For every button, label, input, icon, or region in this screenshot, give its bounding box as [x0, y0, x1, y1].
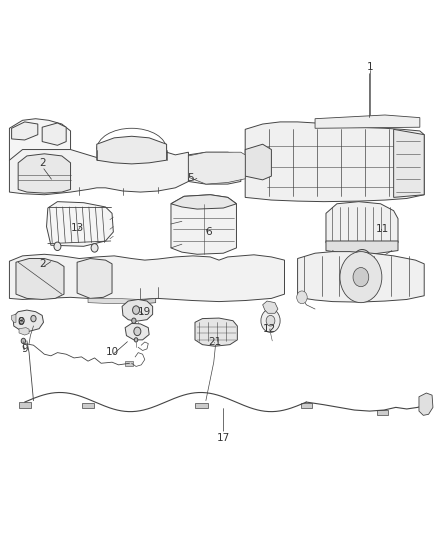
- Polygon shape: [263, 301, 278, 313]
- Circle shape: [134, 338, 138, 342]
- Polygon shape: [16, 259, 64, 300]
- Polygon shape: [188, 152, 245, 184]
- Polygon shape: [326, 241, 398, 255]
- Bar: [301, 403, 312, 408]
- Polygon shape: [245, 122, 424, 201]
- Circle shape: [132, 318, 136, 324]
- Polygon shape: [10, 254, 285, 302]
- Polygon shape: [297, 252, 424, 302]
- Text: 8: 8: [17, 317, 24, 327]
- Circle shape: [19, 318, 24, 324]
- Text: 2: 2: [39, 259, 46, 269]
- Bar: [18, 401, 31, 408]
- Circle shape: [266, 316, 275, 326]
- Circle shape: [261, 309, 280, 333]
- Polygon shape: [188, 152, 241, 184]
- Polygon shape: [10, 147, 188, 195]
- Polygon shape: [77, 259, 112, 298]
- Text: 5: 5: [187, 173, 194, 183]
- Text: 6: 6: [205, 227, 212, 237]
- Circle shape: [297, 291, 307, 304]
- Polygon shape: [199, 155, 215, 169]
- Polygon shape: [12, 314, 16, 322]
- Polygon shape: [145, 298, 155, 304]
- Circle shape: [353, 249, 372, 273]
- Polygon shape: [10, 119, 71, 165]
- Circle shape: [133, 306, 140, 314]
- Bar: [195, 403, 208, 408]
- Text: 21: 21: [208, 337, 221, 347]
- Circle shape: [21, 338, 25, 344]
- Circle shape: [134, 327, 141, 336]
- Circle shape: [358, 256, 367, 266]
- Text: 2: 2: [39, 158, 46, 168]
- Circle shape: [54, 242, 61, 251]
- Text: 10: 10: [106, 346, 119, 357]
- Bar: [82, 403, 94, 408]
- Text: 17: 17: [217, 433, 230, 443]
- Polygon shape: [19, 328, 29, 335]
- Polygon shape: [171, 195, 237, 254]
- Polygon shape: [125, 324, 149, 340]
- Text: 11: 11: [376, 224, 389, 235]
- Polygon shape: [419, 393, 433, 415]
- Polygon shape: [46, 201, 113, 246]
- Text: 19: 19: [138, 306, 152, 317]
- Bar: [377, 410, 388, 415]
- Text: 12: 12: [263, 324, 276, 334]
- Bar: [14, 128, 25, 138]
- Circle shape: [353, 268, 369, 287]
- Polygon shape: [122, 300, 152, 321]
- Bar: [125, 361, 133, 367]
- Text: 1: 1: [366, 62, 373, 72]
- Polygon shape: [18, 154, 71, 193]
- Polygon shape: [88, 298, 141, 304]
- Polygon shape: [245, 144, 272, 180]
- Polygon shape: [394, 130, 424, 197]
- Polygon shape: [193, 154, 237, 180]
- Polygon shape: [315, 115, 420, 128]
- Circle shape: [340, 252, 382, 303]
- Polygon shape: [42, 123, 66, 146]
- Polygon shape: [195, 318, 237, 346]
- Polygon shape: [12, 122, 38, 140]
- Circle shape: [91, 244, 98, 252]
- Polygon shape: [13, 310, 43, 332]
- Polygon shape: [97, 136, 166, 164]
- Circle shape: [31, 316, 36, 322]
- Polygon shape: [326, 201, 398, 252]
- Text: 13: 13: [71, 223, 84, 233]
- Polygon shape: [171, 195, 237, 209]
- Text: 9: 9: [21, 344, 28, 354]
